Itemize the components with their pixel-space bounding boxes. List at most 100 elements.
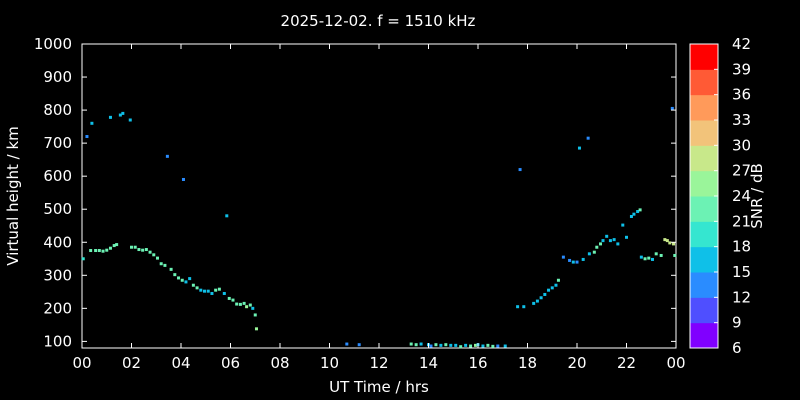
data-point bbox=[516, 305, 520, 309]
data-point bbox=[481, 344, 485, 348]
data-point bbox=[625, 235, 628, 239]
data-point bbox=[654, 252, 658, 256]
data-point bbox=[231, 298, 235, 302]
data-point bbox=[539, 296, 543, 300]
data-point bbox=[203, 289, 207, 293]
data-point bbox=[632, 212, 636, 216]
data-point bbox=[575, 260, 579, 264]
data-point bbox=[629, 214, 633, 218]
colorbar-tick-label: 36 bbox=[732, 86, 751, 104]
y-axis: 100 200 300 400 500 600 700 800 900 1000 bbox=[34, 35, 676, 350]
data-point bbox=[561, 255, 565, 259]
data-point bbox=[449, 343, 453, 347]
colorbar-segment bbox=[690, 322, 718, 349]
data-point bbox=[148, 250, 152, 254]
colorbar-tick-label: 42 bbox=[732, 35, 751, 53]
y-tick-label: 100 bbox=[43, 332, 72, 350]
data-point bbox=[665, 239, 669, 243]
data-point bbox=[85, 135, 89, 139]
data-point bbox=[532, 301, 536, 305]
colorbar-segment bbox=[690, 69, 718, 96]
colorbar-tick-label: 18 bbox=[732, 238, 751, 256]
data-point bbox=[242, 301, 246, 305]
data-point bbox=[191, 283, 195, 287]
colorbar-tick-label: 9 bbox=[732, 314, 742, 332]
data-point bbox=[101, 249, 105, 253]
data-point bbox=[173, 273, 177, 277]
data-point bbox=[245, 305, 249, 309]
colorbar-segment bbox=[690, 94, 718, 121]
data-point bbox=[454, 343, 458, 347]
data-point bbox=[672, 242, 676, 246]
colorbar-tick-label: 15 bbox=[732, 263, 751, 281]
data-point bbox=[601, 239, 605, 243]
x-tick-label: 00 bbox=[72, 354, 91, 372]
x-tick-label: 14 bbox=[419, 354, 438, 372]
data-point bbox=[357, 343, 361, 347]
y-tick-label: 400 bbox=[43, 233, 72, 251]
data-point bbox=[188, 277, 192, 281]
data-point bbox=[608, 239, 612, 243]
data-point bbox=[108, 115, 112, 119]
data-point bbox=[210, 291, 214, 295]
data-point bbox=[115, 243, 119, 247]
data-point bbox=[518, 168, 522, 172]
data-point bbox=[643, 257, 647, 261]
data-point bbox=[621, 223, 625, 227]
colorbar-segment bbox=[690, 297, 718, 324]
data-point bbox=[89, 249, 93, 253]
colorbar-segment bbox=[690, 221, 718, 248]
data-point bbox=[595, 245, 599, 249]
y-tick-label: 500 bbox=[43, 200, 72, 218]
data-point bbox=[152, 253, 156, 257]
colorbar-segment bbox=[690, 196, 718, 222]
colorbar-segment bbox=[690, 145, 718, 172]
data-point bbox=[144, 248, 148, 252]
colorbar-tick-label: 27 bbox=[732, 162, 751, 180]
data-point bbox=[543, 292, 547, 296]
colorbar-tick-label: 39 bbox=[732, 60, 751, 78]
data-point bbox=[180, 278, 184, 282]
data-point bbox=[81, 257, 85, 261]
data-point bbox=[141, 248, 145, 252]
data-point bbox=[121, 111, 125, 115]
data-point bbox=[181, 177, 185, 181]
data-point bbox=[251, 306, 255, 310]
colorbar-tick-label: 6 bbox=[732, 339, 742, 357]
data-point bbox=[128, 118, 132, 122]
data-point bbox=[206, 289, 210, 293]
chart-title: 2025-12-02. f = 1510 kHz bbox=[281, 12, 476, 30]
data-point bbox=[605, 234, 609, 238]
data-point bbox=[535, 299, 539, 303]
data-point bbox=[133, 245, 137, 249]
data-point bbox=[638, 208, 642, 212]
x-tick-label: 10 bbox=[320, 354, 339, 372]
data-point bbox=[663, 238, 667, 242]
colorbar-segment bbox=[690, 246, 718, 273]
data-point bbox=[105, 248, 109, 252]
data-point bbox=[469, 344, 473, 348]
data-point bbox=[254, 327, 258, 331]
x-tick-label: 16 bbox=[468, 354, 487, 372]
data-point bbox=[414, 343, 418, 347]
data-point bbox=[108, 246, 112, 250]
data-point bbox=[444, 343, 448, 347]
data-point bbox=[503, 344, 507, 348]
data-point bbox=[571, 260, 575, 264]
data-point bbox=[253, 313, 257, 317]
data-point bbox=[165, 154, 169, 158]
y-tick-label: 300 bbox=[43, 266, 72, 284]
data-point bbox=[496, 344, 500, 348]
data-point bbox=[155, 256, 159, 260]
x-tick-label: 04 bbox=[171, 354, 190, 372]
y-tick-label: 700 bbox=[43, 134, 72, 152]
data-point bbox=[177, 276, 181, 280]
colorbar-segment bbox=[690, 272, 718, 298]
data-point bbox=[345, 342, 349, 346]
data-point bbox=[214, 288, 218, 292]
data-point bbox=[599, 242, 603, 246]
data-point bbox=[639, 255, 643, 259]
data-point bbox=[547, 288, 551, 292]
colorbar-segment bbox=[690, 44, 718, 70]
